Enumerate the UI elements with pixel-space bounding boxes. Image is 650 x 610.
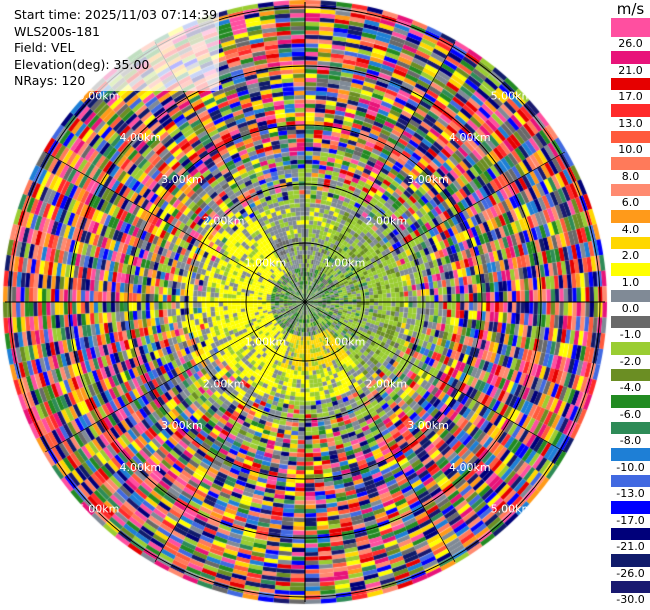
- field-text: Field: VEL: [14, 40, 75, 55]
- colorbar-tick-label: -2.0: [611, 354, 650, 369]
- range-ring-label: 2.00km: [203, 377, 245, 390]
- elevation-text: Elevation(deg): 35.00: [14, 56, 150, 72]
- colorbar-tick-label: 0.0: [611, 302, 650, 316]
- range-ring-label: 4.00km: [119, 131, 161, 144]
- colorbar-tick-label: -4.0: [611, 381, 650, 396]
- ppi-overlay: 1.00km 2.00km 3.00km 4.00km 5.00km 1.00km 2.00…: [5, 2, 605, 602]
- colorbar-tick-label: 2.0: [611, 249, 650, 264]
- range-ring-label: 1.00km: [324, 336, 366, 349]
- range-ring-label: 3.00km: [161, 419, 203, 432]
- colorbar-tick-label: 4.0: [611, 222, 650, 237]
- azimuth-spoke: [304, 301, 456, 562]
- range-ring-label: 4.00km: [449, 131, 491, 144]
- instrument-name-text: WLS200s-181: [14, 23, 100, 39]
- range-ring-label: 4.00km: [449, 461, 491, 474]
- colorbar-tick-label: -26.0: [611, 566, 650, 581]
- start-time-text: Start time: 2025/11/03 07:14:39: [14, 7, 218, 22]
- colorbar-tick-label: 17.0: [611, 90, 650, 105]
- range-ring-label: 2.00km: [203, 215, 245, 228]
- colorbar-tick-label: 13.0: [611, 116, 650, 131]
- range-ring-label: 5.00km: [78, 502, 120, 515]
- colorbar-tick-label: 26.0: [611, 37, 650, 52]
- colorbar-tick-label: -17.0: [611, 513, 650, 528]
- colorbar-tick-label: -21.0: [611, 540, 650, 555]
- scan-info-panel: Start time: 2025/11/03 07:14:39 WLS200s-…: [12, 6, 220, 91]
- range-ring-label: 5.00km: [78, 90, 120, 103]
- colorbar-tick-label: -6.0: [611, 407, 650, 422]
- range-ring-label: 1.00km: [324, 256, 366, 269]
- range-ring-label: 2.00km: [366, 215, 408, 228]
- colorbar-tick-label: 8.0: [611, 169, 650, 184]
- range-ring-label: 5.00km: [491, 502, 533, 515]
- colorbar-tick-label: 21.0: [611, 63, 650, 78]
- range-ring-label: 3.00km: [161, 173, 203, 186]
- azimuth-spoke: [154, 301, 306, 562]
- range-ring-label: 1.00km: [245, 256, 287, 269]
- range-ring-label: 2.00km: [366, 377, 408, 390]
- colorbar-tick-label: 6.0: [611, 196, 650, 211]
- colorbar-tick-label: -8.0: [611, 434, 650, 449]
- azimuth-spoke: [304, 42, 456, 303]
- colorbar-tick-label: -13.0: [611, 487, 650, 502]
- nrays-text: NRays: 120: [14, 73, 86, 88]
- colorbar-tick-label: 10.0: [611, 143, 650, 158]
- azimuth-spoke: [304, 151, 565, 303]
- range-ring-label: 3.00km: [407, 419, 449, 432]
- colorbar-tick-label: -10.0: [611, 460, 650, 475]
- azimuth-spoke: [304, 301, 565, 453]
- colorbar-tick-label: -1.0: [611, 328, 650, 343]
- range-ring-label: 1.00km: [245, 336, 287, 349]
- range-ring-label: 4.00km: [119, 461, 161, 474]
- range-ring-label: 3.00km: [407, 173, 449, 186]
- colorbar-unit-label: m/s: [616, 0, 645, 18]
- range-ring-label: 5.00km: [491, 90, 533, 103]
- azimuth-spoke: [45, 151, 306, 303]
- azimuth-spoke: [45, 301, 306, 453]
- colorbar-tick-label: -30.0: [611, 593, 650, 607]
- colorbar-tick-label: 1.0: [611, 275, 650, 290]
